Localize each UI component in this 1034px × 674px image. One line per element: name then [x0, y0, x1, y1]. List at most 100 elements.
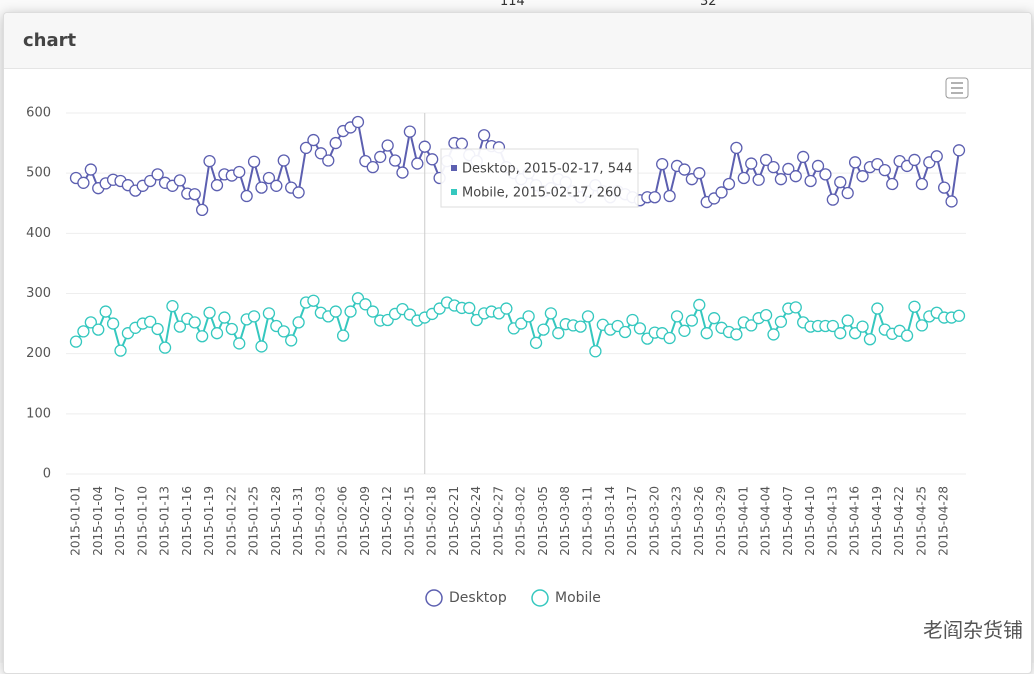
y-tick-label: 500	[26, 166, 51, 181]
data-point	[329, 136, 342, 150]
data-point	[945, 195, 958, 208]
x-tick-label: 2015-04-22	[892, 486, 906, 556]
tooltip: Desktop, 2015-02-17, 544 Mobile, 2015-02-…	[440, 148, 639, 208]
data-point	[581, 310, 595, 323]
data-point	[834, 327, 847, 340]
x-tick-label: 2015-04-07	[781, 486, 795, 556]
data-point	[767, 328, 780, 341]
data-point	[693, 167, 706, 180]
data-point	[99, 305, 112, 318]
data-point	[952, 144, 966, 157]
data-point	[314, 147, 328, 160]
data-point	[225, 322, 238, 336]
x-tick-label: 2015-04-19	[870, 486, 884, 556]
data-point	[195, 330, 209, 343]
data-point	[233, 337, 246, 350]
data-point	[544, 307, 558, 320]
y-tick-label: 600	[26, 106, 51, 121]
data-point	[678, 163, 691, 176]
data-point	[930, 150, 943, 163]
data-point	[797, 150, 810, 164]
data-point	[826, 193, 840, 206]
data-point	[210, 327, 224, 340]
x-tick-label: 2015-04-16	[848, 486, 862, 556]
data-point	[307, 133, 320, 147]
x-tick-label: 2015-03-26	[692, 486, 706, 556]
legend-item[interactable]: Mobile	[531, 589, 601, 607]
data-point	[774, 173, 788, 186]
data-point	[262, 307, 276, 320]
data-point	[255, 181, 268, 194]
data-point	[767, 160, 780, 174]
data-point	[299, 141, 313, 155]
x-tick-label: 2015-03-23	[670, 486, 684, 556]
data-point	[915, 319, 929, 332]
tooltip-line: Mobile, 2015-02-17, 260	[462, 186, 622, 201]
data-point	[529, 336, 543, 349]
data-point	[722, 177, 736, 191]
data-point	[455, 137, 468, 150]
data-point	[707, 312, 721, 325]
x-tick-label: 2015-03-14	[603, 486, 617, 556]
data-point	[77, 325, 90, 338]
data-point	[322, 154, 335, 167]
data-point	[915, 177, 929, 191]
x-tick-label: 2015-01-13	[158, 486, 172, 556]
tooltip-swatch	[451, 189, 457, 195]
data-point	[782, 162, 795, 176]
data-point	[700, 327, 713, 340]
data-point	[151, 168, 164, 181]
data-point	[92, 323, 105, 336]
x-tick-label: 2015-02-18	[425, 486, 439, 556]
data-point	[144, 315, 157, 328]
data-point	[574, 320, 587, 333]
x-tick-label: 2015-04-28	[937, 486, 951, 556]
data-point	[173, 174, 187, 187]
data-point	[403, 125, 417, 138]
x-tick-label: 2015-02-24	[469, 486, 483, 556]
data-point	[871, 302, 884, 315]
data-point	[262, 171, 276, 185]
x-tick-label: 2015-02-09	[358, 486, 372, 556]
data-point	[426, 153, 439, 166]
data-point	[366, 305, 379, 318]
data-point	[388, 154, 402, 167]
data-point	[730, 328, 743, 341]
data-point	[878, 164, 891, 177]
x-tick-label: 2015-04-25	[914, 486, 928, 556]
x-tick-label: 2015-02-06	[336, 486, 350, 556]
x-tick-label: 2015-01-01	[69, 486, 83, 556]
data-point	[908, 153, 921, 167]
data-point	[774, 315, 788, 328]
data-point	[292, 186, 305, 199]
data-point	[106, 317, 120, 330]
data-point	[411, 157, 424, 170]
data-point	[537, 323, 550, 336]
data-point	[173, 320, 187, 333]
data-point	[834, 176, 847, 189]
data-point	[336, 329, 350, 342]
data-point	[618, 325, 632, 339]
x-tick-label: 2015-03-20	[647, 486, 661, 556]
data-point	[351, 115, 365, 129]
data-point	[908, 300, 921, 313]
x-tick-label: 2015-01-25	[247, 486, 261, 556]
data-point	[329, 305, 342, 318]
data-point	[255, 340, 268, 353]
menu-button[interactable]	[945, 77, 969, 99]
data-point	[819, 168, 832, 181]
data-point	[210, 179, 224, 192]
data-point	[158, 341, 172, 354]
y-tick-label: 200	[26, 346, 51, 361]
data-point	[589, 345, 602, 358]
data-point	[856, 320, 869, 333]
data-point	[477, 129, 491, 142]
legend-marker	[531, 589, 549, 607]
y-tick-label: 400	[26, 226, 51, 241]
data-point	[151, 322, 164, 336]
data-point	[886, 177, 899, 191]
data-point	[648, 191, 661, 204]
legend-item[interactable]: Desktop	[425, 589, 507, 607]
x-tick-label: 2015-01-10	[135, 486, 149, 556]
